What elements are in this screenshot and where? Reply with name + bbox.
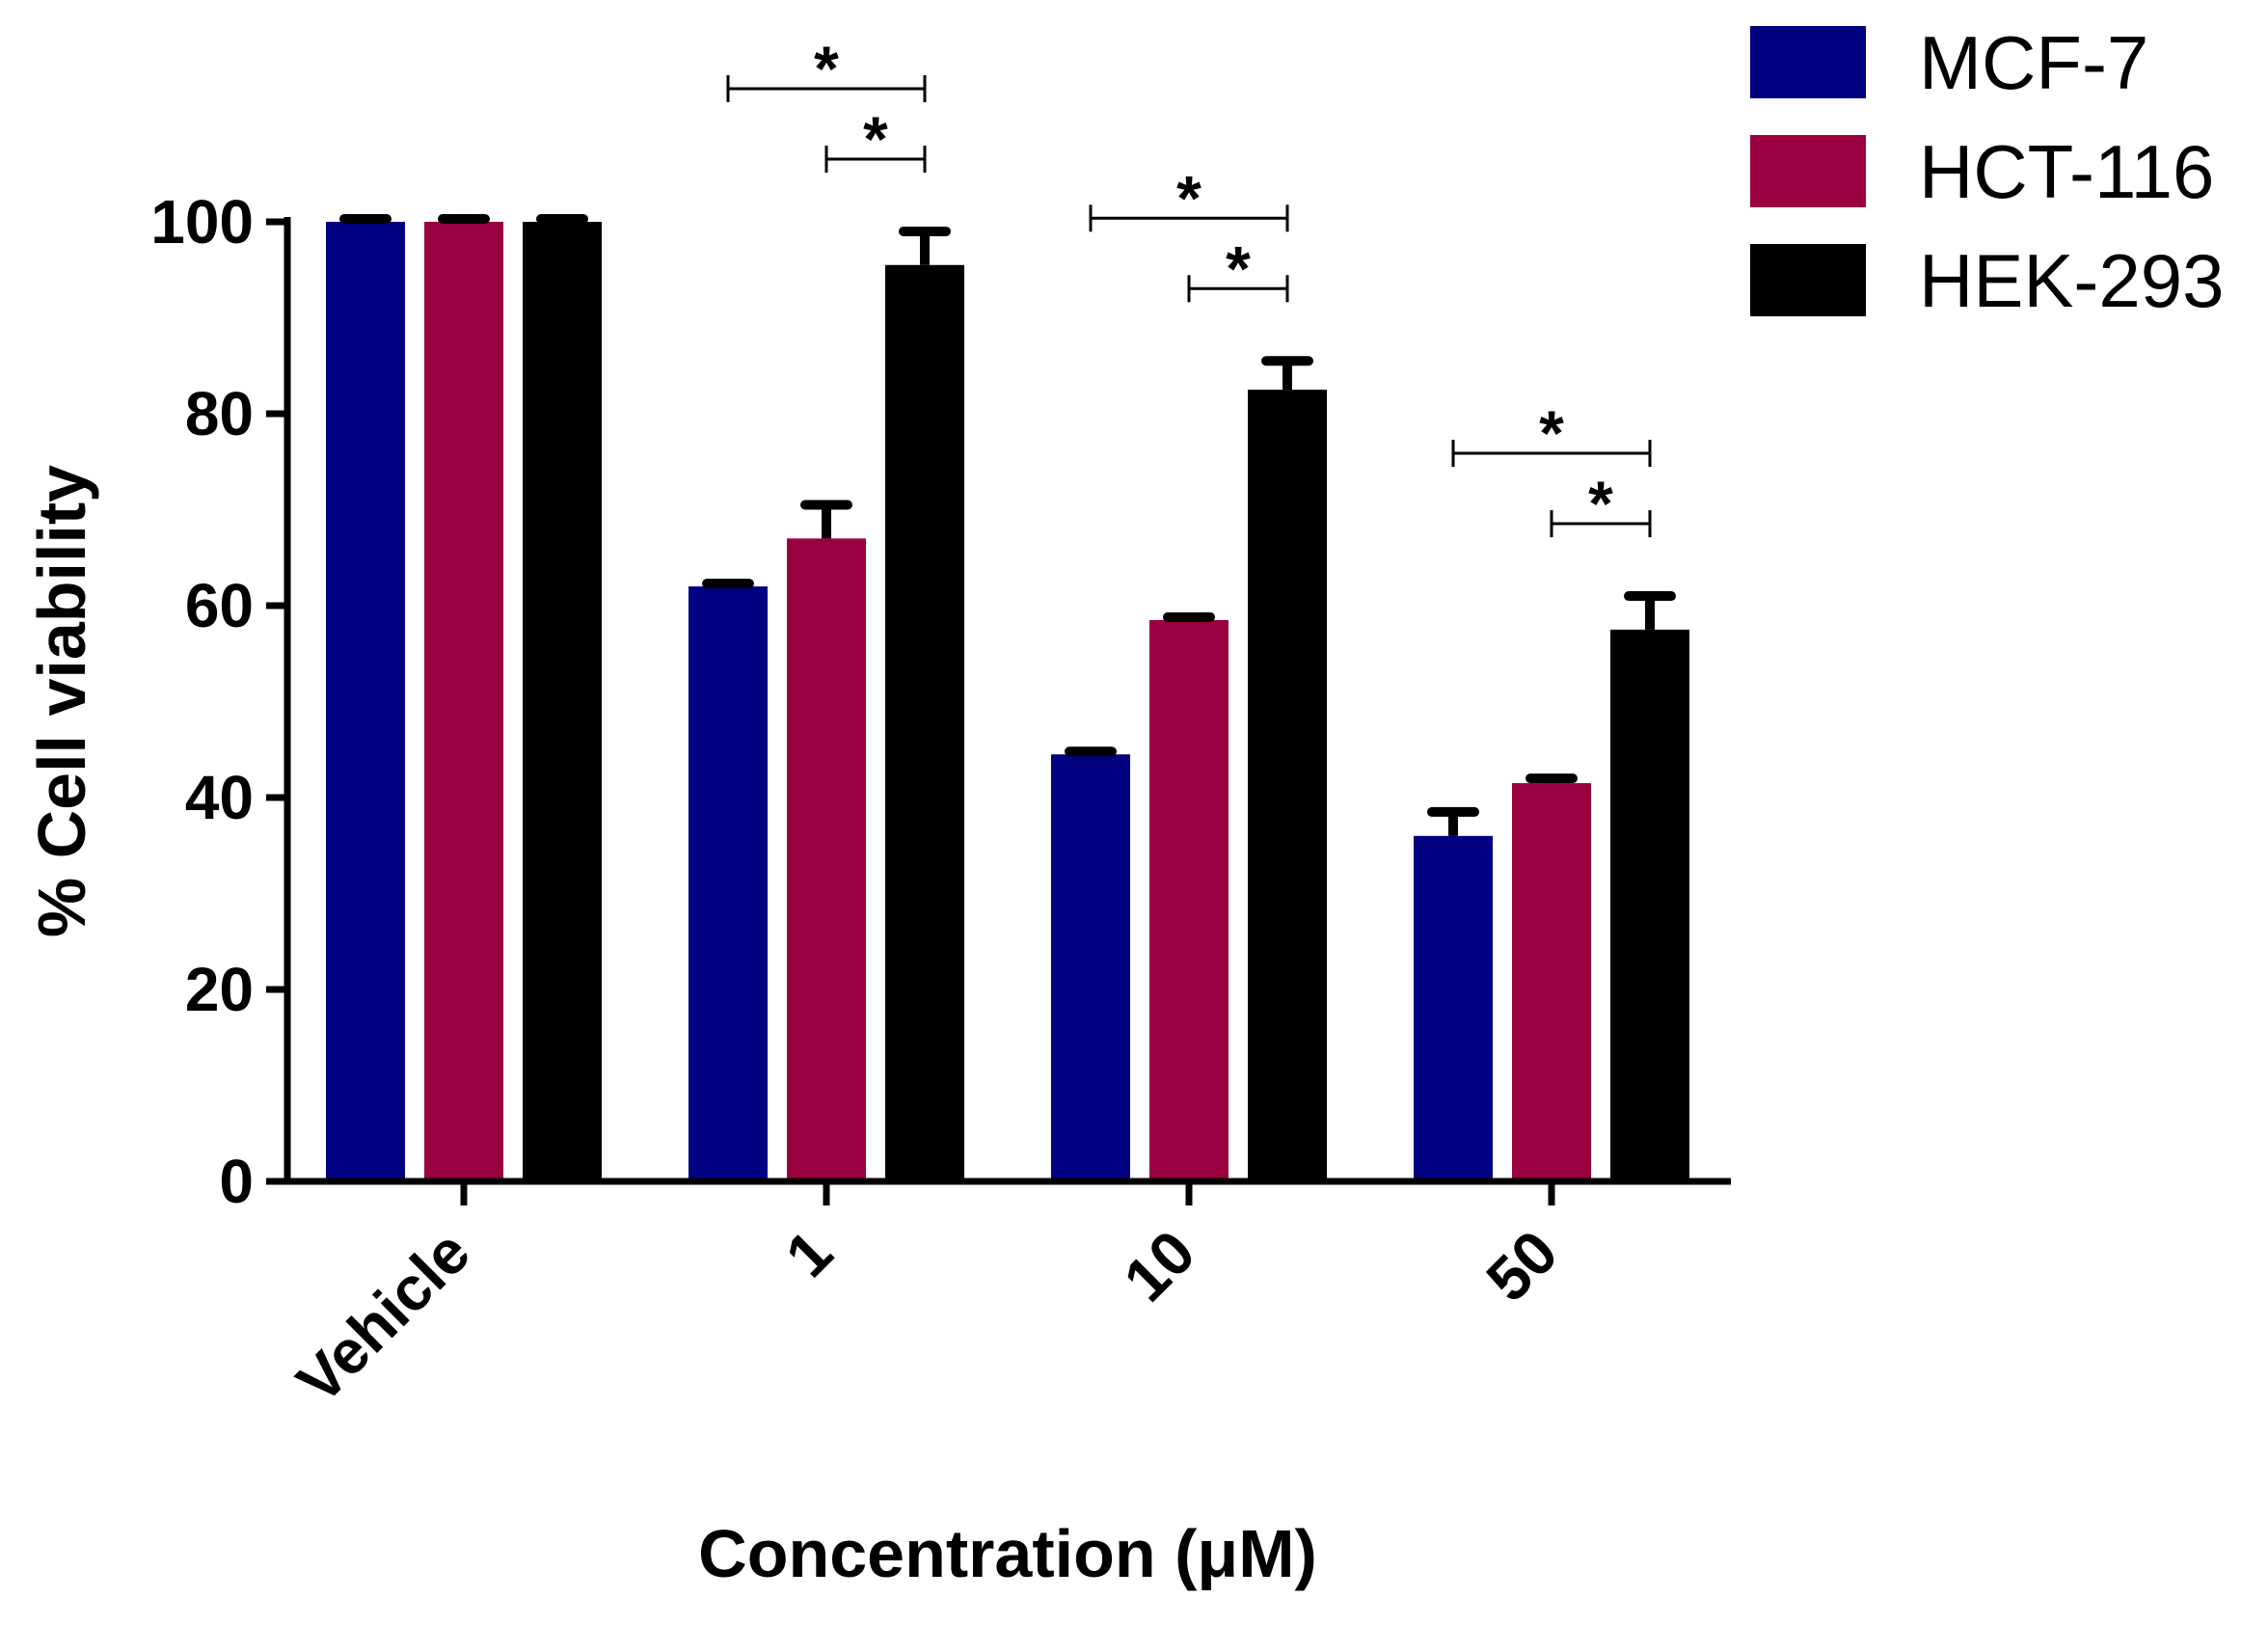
significance-star: * — [1176, 162, 1202, 233]
legend-label: MCF-7 — [1919, 20, 2148, 105]
bar-mcf-7-50 — [1414, 835, 1493, 1181]
significance-star: * — [1539, 397, 1564, 469]
significance-star: * — [1588, 468, 1613, 539]
significance-star: * — [863, 103, 888, 175]
y-axis-title: % Cell viability — [24, 465, 99, 937]
legend-swatch-hek-293 — [1750, 244, 1866, 316]
y-tick-label: 100 — [150, 187, 254, 257]
legend: MCF-7 HCT-116 HEK-293 — [1750, 20, 2225, 323]
y-tick-label: 0 — [219, 1147, 254, 1216]
x-axis-title: Concentration (μM) — [698, 1516, 1317, 1591]
legend-label: HEK-293 — [1919, 238, 2225, 323]
bar-hct-116-10 — [1149, 619, 1228, 1181]
x-tick-label: Vehicle — [284, 1217, 483, 1417]
y-tick-label: 60 — [185, 571, 254, 640]
x-tick-label: 50 — [1473, 1217, 1571, 1314]
x-tick-label: 10 — [1111, 1217, 1208, 1314]
bar-hct-116-vehicle — [424, 222, 503, 1181]
y-ticks-layer: 0 20 40 60 80 100 — [150, 187, 287, 1216]
bar-mcf-7-1 — [688, 586, 768, 1181]
legend-swatch-hct-116 — [1750, 135, 1866, 207]
axes-layer — [284, 217, 1731, 1185]
bar-hek-293-10 — [1248, 390, 1327, 1181]
legend-swatch-mcf-7 — [1750, 26, 1866, 98]
x-ticks-layer: Vehicle 1 10 50 — [284, 1181, 1571, 1417]
bar-hek-293-1 — [885, 264, 964, 1181]
significance-star: * — [1226, 232, 1251, 304]
bars-layer — [326, 222, 1689, 1181]
significance-star: * — [814, 33, 839, 104]
bar-mcf-7-10 — [1051, 754, 1130, 1181]
significance-layer: * * * * * * — [726, 33, 1652, 539]
legend-label: HCT-116 — [1919, 129, 2214, 214]
bar-hct-116-50 — [1512, 783, 1591, 1181]
bar-mcf-7-vehicle — [326, 222, 405, 1181]
y-tick-label: 20 — [185, 955, 254, 1024]
bar-hct-116-1 — [787, 538, 866, 1181]
bar-hek-293-vehicle — [523, 222, 602, 1181]
x-tick-label: 1 — [772, 1217, 846, 1290]
y-tick-label: 80 — [185, 379, 254, 448]
bar-hek-293-50 — [1610, 629, 1689, 1181]
error-bars-layer — [339, 214, 1676, 836]
y-tick-label: 40 — [185, 763, 254, 832]
